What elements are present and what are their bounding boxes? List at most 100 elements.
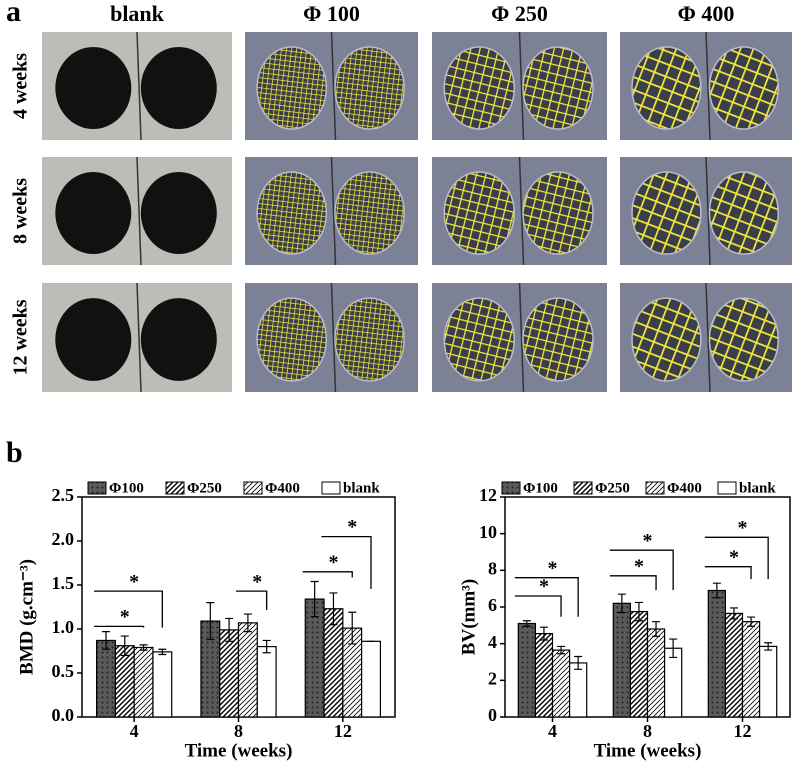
error-bar	[101, 631, 110, 650]
legend-label: Φ250	[187, 480, 222, 496]
legend-label: blank	[343, 480, 380, 496]
significance-bracket	[609, 549, 674, 591]
error-bar	[634, 601, 643, 622]
legend-label: Φ100	[109, 480, 144, 496]
defect-site	[522, 171, 594, 255]
bar	[629, 610, 649, 718]
bar	[219, 629, 240, 718]
significance-label: *	[634, 555, 644, 577]
x-tick-label: 8	[234, 721, 243, 741]
legend-label: Φ100	[523, 480, 558, 496]
legend-swatch	[165, 481, 185, 495]
error-bar	[348, 611, 357, 645]
error-bar	[206, 602, 215, 641]
row-label: 4 weeks	[10, 53, 32, 119]
legend-swatch	[717, 481, 737, 495]
error-bar	[243, 613, 252, 633]
y-tick-label: 2.5	[52, 485, 75, 505]
defect-site	[140, 46, 217, 130]
significance-bracket	[321, 535, 372, 589]
bar	[568, 662, 588, 718]
error-bar	[557, 645, 566, 655]
significance-label: *	[347, 516, 357, 538]
defect-site	[140, 298, 217, 381]
image-crack	[330, 156, 337, 266]
defect-site	[140, 171, 217, 255]
bar	[114, 645, 135, 718]
column-label: Φ 400	[678, 1, 735, 26]
significance-label: *	[738, 517, 748, 539]
image-crack	[705, 156, 711, 266]
significance-label: *	[120, 606, 130, 628]
bar	[152, 651, 173, 718]
image-crack	[518, 31, 525, 141]
bar	[612, 602, 631, 718]
row-label: 12 weeks	[10, 299, 32, 375]
defect-site	[334, 171, 405, 255]
x-axis-label: Time (weeks)	[185, 740, 293, 761]
y-tick-label: 10	[479, 522, 497, 542]
error-bar	[669, 638, 678, 659]
column-label: blank	[110, 1, 165, 26]
error-bar	[139, 644, 148, 651]
significance-label: *	[129, 571, 139, 593]
image-crack	[330, 31, 337, 141]
bar	[361, 640, 381, 718]
y-tick-label: 0.0	[52, 705, 75, 725]
significance-label: *	[328, 551, 338, 573]
defect-site	[55, 171, 132, 255]
bar	[517, 622, 536, 718]
defect-site	[708, 171, 779, 255]
bar	[758, 645, 778, 718]
legend-swatch	[87, 481, 107, 495]
column-label: Φ 250	[491, 1, 548, 26]
significance-bracket	[235, 590, 268, 611]
significance-bracket	[609, 575, 657, 591]
defect-site	[631, 171, 702, 255]
bar	[256, 645, 277, 718]
significance-bracket	[704, 536, 769, 580]
panel-label: a	[6, 0, 21, 28]
significance-bracket	[93, 590, 163, 628]
error-bar	[617, 593, 626, 614]
y-tick-label: 0.5	[52, 661, 75, 681]
error-bar	[729, 607, 738, 620]
error-bar	[158, 648, 167, 656]
defect-site	[256, 171, 328, 255]
significance-bracket	[514, 595, 562, 617]
error-bar	[764, 642, 773, 651]
image-crack	[136, 31, 142, 141]
significance-bracket	[302, 571, 353, 578]
bar	[551, 649, 571, 718]
error-bar	[652, 621, 661, 637]
x-tick-label: 4	[548, 721, 557, 741]
legend-swatch	[645, 481, 665, 495]
image-crack	[136, 282, 142, 393]
error-bar	[310, 580, 319, 618]
y-axis-label: BV(mm³)	[458, 579, 479, 655]
error-bar	[712, 582, 721, 599]
error-bar	[522, 620, 531, 627]
significance-bracket	[93, 625, 145, 628]
error-bar	[120, 635, 129, 656]
defect-site	[443, 171, 515, 255]
legend-swatch	[243, 481, 263, 495]
defect-site	[256, 297, 328, 382]
image-crack	[330, 282, 337, 393]
defect-site	[256, 46, 328, 130]
y-tick-label: 8	[488, 558, 497, 578]
defect-site	[55, 46, 132, 130]
legend-swatch	[501, 481, 521, 495]
y-tick-label: 2	[488, 668, 497, 688]
image-crack	[518, 282, 525, 393]
bar	[534, 632, 554, 718]
column-label: Φ 100	[303, 1, 360, 26]
y-tick-label: 0	[488, 705, 497, 725]
panel-label: b	[6, 436, 23, 469]
defect-site	[708, 297, 779, 382]
legend-label: Φ400	[667, 480, 702, 496]
bar	[237, 622, 258, 718]
legend-swatch	[321, 481, 341, 495]
bar	[96, 639, 116, 718]
bar	[707, 589, 726, 718]
